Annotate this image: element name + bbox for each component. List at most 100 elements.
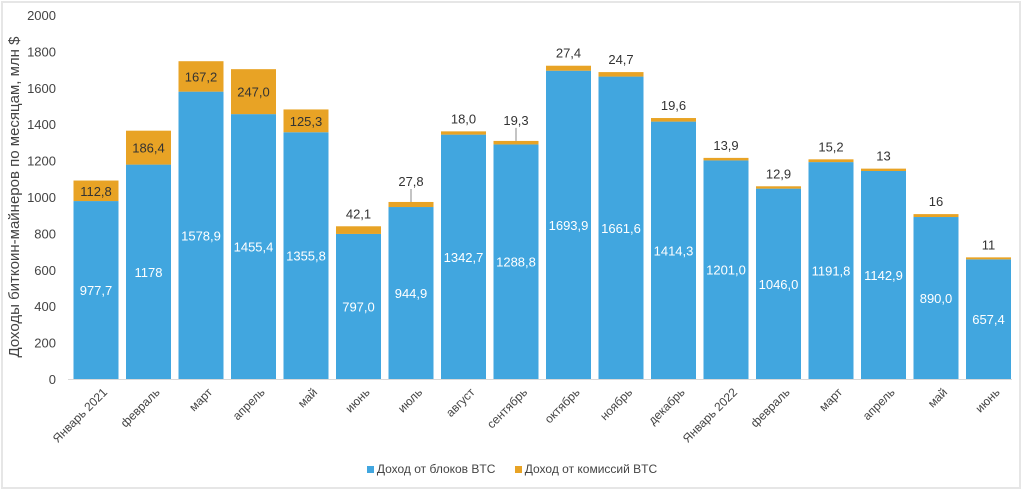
bar-blocks	[756, 188, 801, 379]
bar-fees	[231, 69, 276, 115]
y-tick-label: 1000	[27, 190, 56, 205]
bar-fees	[546, 65, 591, 71]
data-label-fees: 13,9	[713, 138, 738, 153]
data-label-blocks: 1355,8	[286, 249, 326, 264]
bar-blocks	[126, 164, 171, 379]
bar-fees	[756, 186, 801, 189]
data-label-fees: 112,8	[80, 184, 112, 199]
bar-fees	[73, 180, 119, 202]
x-tick-label: февраль	[118, 385, 163, 430]
bar-blocks	[73, 201, 119, 379]
bar-blocks	[808, 162, 854, 379]
bar-blocks	[703, 160, 749, 379]
bar-fees	[441, 131, 486, 135]
y-tick-label: 2000	[27, 8, 56, 23]
bar-fees	[861, 168, 906, 171]
legend-swatch-fees	[514, 466, 522, 474]
bar-fees	[808, 159, 854, 163]
data-label-fees: 167,2	[185, 69, 218, 84]
legend-item-fees: Доход от комиссий BTC	[514, 462, 658, 476]
bar-fees	[913, 214, 959, 218]
legend-label-fees: Доход от комиссий BTC	[524, 462, 658, 476]
data-label-blocks: 1342,7	[444, 250, 484, 265]
x-tick-label: октябрь	[542, 385, 583, 426]
bar-fees	[178, 61, 224, 92]
legend-label-blocks: Доход от блоков BTC	[376, 462, 496, 476]
data-label-blocks: 1191,8	[812, 264, 851, 279]
data-label-blocks: 1693,9	[549, 218, 589, 233]
data-label-fees: 125,3	[290, 114, 323, 129]
bar-fees	[966, 257, 1011, 260]
bar-blocks	[651, 121, 696, 379]
x-tick-label: ноябрь	[597, 385, 635, 423]
bar-blocks	[913, 217, 959, 379]
data-label-blocks: 1578,9	[181, 228, 221, 243]
data-label-fees: 13	[876, 149, 890, 164]
bar-blocks	[966, 259, 1011, 379]
data-label-fees: 16	[929, 194, 943, 209]
x-tick-label: апрель	[860, 385, 898, 423]
data-label-fees: 42,1	[346, 206, 371, 221]
x-tick-label: апрель	[230, 385, 268, 423]
data-label-blocks: 890,0	[920, 291, 953, 306]
data-label-fees: 186,4	[132, 141, 165, 156]
x-tick-label: июнь	[973, 385, 1003, 415]
x-tick-label: май	[295, 385, 320, 410]
data-label-blocks: 1288,8	[496, 255, 536, 270]
data-label-blocks: 977,7	[80, 283, 113, 298]
data-label-blocks: 944,9	[395, 286, 428, 301]
data-label-fees: 19,3	[503, 113, 528, 128]
bar-blocks	[493, 144, 539, 379]
x-tick-label: Январь 2021	[50, 385, 110, 445]
bar-fees	[388, 201, 434, 208]
bar-blocks	[388, 207, 434, 379]
data-label-blocks: 1414,3	[654, 243, 694, 258]
bar-blocks	[283, 132, 329, 379]
bar-fees	[651, 118, 696, 122]
y-tick-label: 1200	[27, 154, 56, 169]
data-label-fees: 247,0	[237, 85, 270, 100]
bar-blocks	[546, 70, 591, 379]
data-label-fees: 12,9	[766, 166, 791, 181]
bar-blocks	[861, 170, 906, 379]
y-tick-label: 800	[34, 226, 56, 241]
y-tick-label: 1600	[27, 81, 56, 96]
legend: Доход от блоков BTC Доход от комиссий BT…	[0, 462, 1024, 476]
data-label-fees: 11	[982, 237, 996, 252]
x-tick-label: июль	[395, 385, 425, 415]
legend-item-blocks: Доход от блоков BTC	[366, 462, 496, 476]
y-tick-label: 0	[49, 372, 56, 387]
data-label-fees: 15,2	[818, 139, 843, 154]
data-label-fees: 18,0	[451, 111, 476, 126]
bar-blocks	[178, 91, 224, 379]
bar-fees	[598, 72, 644, 77]
bar-blocks	[336, 233, 381, 379]
data-label-fees: 19,6	[661, 98, 686, 113]
data-label-blocks: 797,0	[342, 299, 375, 314]
data-label-fees: 24,7	[608, 52, 633, 67]
x-tick-label: декабрь	[645, 385, 687, 427]
x-tick-label: март	[816, 385, 845, 414]
y-tick-label: 400	[34, 299, 56, 314]
data-label-blocks: 1046,0	[759, 277, 799, 292]
y-axis-label: Доходы биткоин-майнеров по месяцам, млн …	[6, 36, 23, 358]
y-tick-label: 600	[34, 263, 56, 278]
bar-blocks	[231, 114, 276, 380]
bar-blocks	[598, 76, 644, 379]
x-tick-label: август	[443, 385, 478, 420]
bar-blocks	[441, 134, 486, 379]
y-tick-label: 1800	[27, 44, 56, 59]
data-label-blocks: 1178	[135, 265, 163, 280]
x-tick-label: март	[186, 385, 215, 414]
data-label-fees: 27,8	[398, 174, 423, 189]
bar-fees	[493, 140, 539, 145]
x-tick-label: февраль	[748, 385, 793, 430]
bar-fees	[336, 226, 381, 234]
legend-swatch-blocks	[366, 466, 374, 474]
data-label-blocks: 1142,9	[864, 268, 903, 283]
data-label-blocks: 1661,6	[601, 221, 641, 236]
bar-fees	[126, 130, 171, 165]
x-tick-label: июнь	[343, 385, 373, 415]
